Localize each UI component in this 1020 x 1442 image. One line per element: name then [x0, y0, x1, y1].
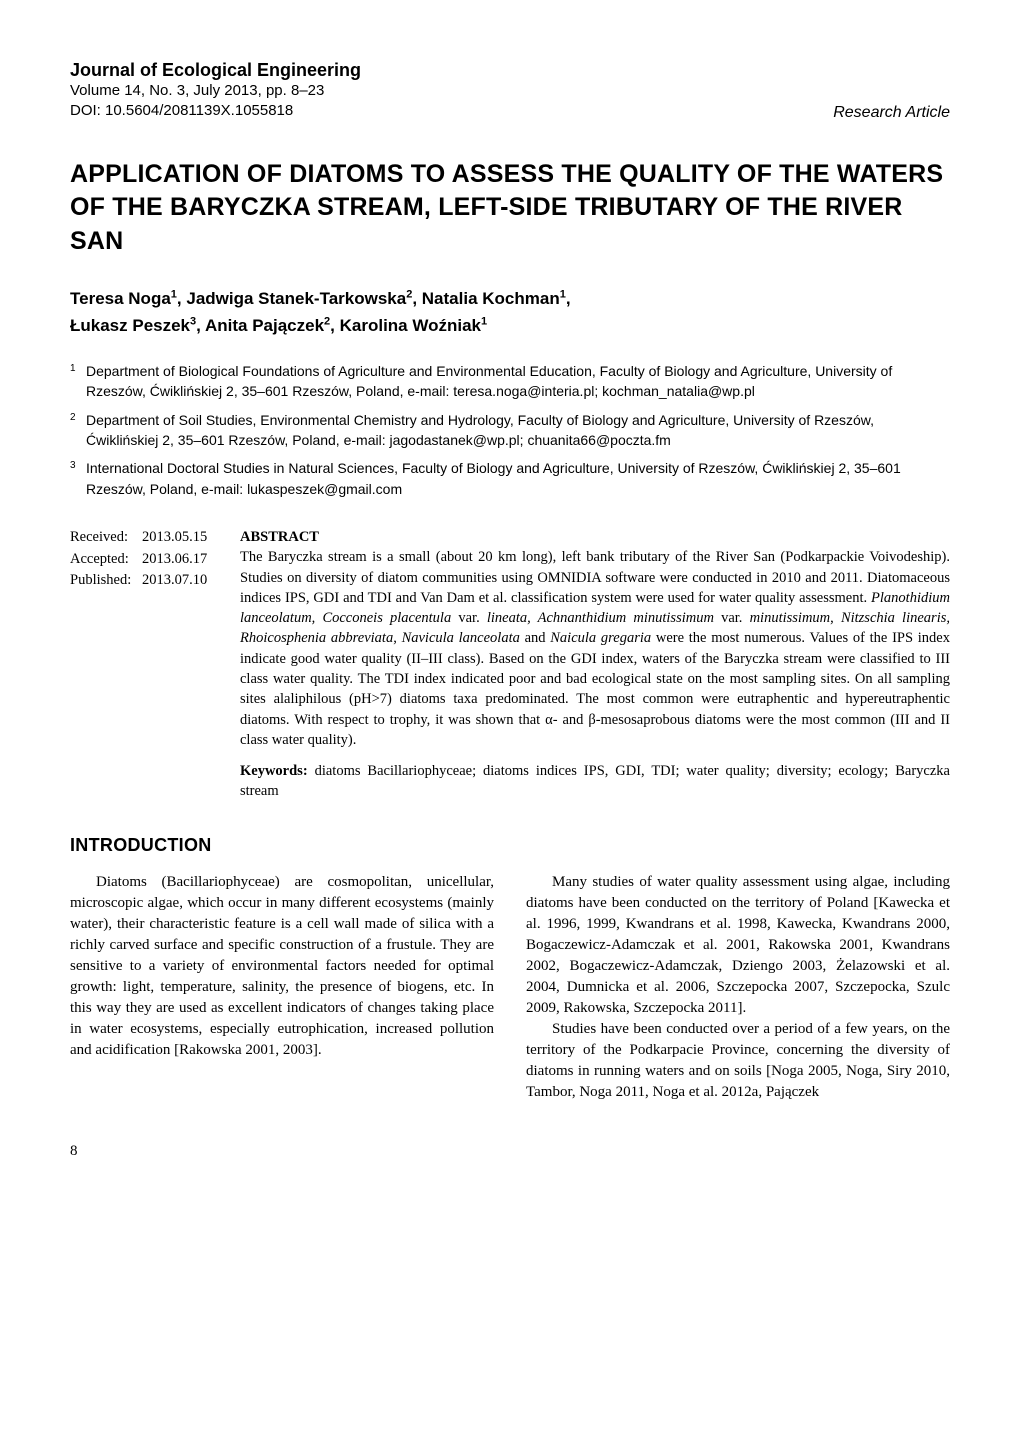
- page-number: 8: [70, 1143, 950, 1160]
- accepted-label: Accepted:: [70, 549, 142, 571]
- intro-paragraph-1: Diatoms (Bacillariophyceae) are cosmopol…: [70, 872, 494, 1061]
- dates-abstract-row: Received: 2013.05.15 Accepted: 2013.06.1…: [70, 527, 950, 813]
- section-heading-introduction: INTRODUCTION: [70, 835, 950, 856]
- keywords-text: diatoms Bacillariophyceae; diatoms indic…: [240, 763, 950, 799]
- author: Natalia Kochman: [422, 289, 560, 308]
- published-date: 2013.07.10: [142, 570, 207, 592]
- authors-line1: Teresa Noga1, Jadwiga Stanek-Tarkowska2,…: [70, 285, 950, 312]
- authors-block: Teresa Noga1, Jadwiga Stanek-Tarkowska2,…: [70, 285, 950, 339]
- journal-name: Journal of Ecological Engineering: [70, 60, 361, 81]
- author: Łukasz Peszek: [70, 316, 190, 335]
- published-label: Published:: [70, 570, 142, 592]
- affiliation-text: Department of Biological Foundations of …: [86, 361, 950, 402]
- received-row: Received: 2013.05.15: [70, 527, 240, 549]
- journal-block: Journal of Ecological Engineering Volume…: [70, 60, 361, 122]
- author: Jadwiga Stanek-Tarkowska: [186, 289, 406, 308]
- published-row: Published: 2013.07.10: [70, 570, 240, 592]
- author: Anita Pajączek: [205, 316, 324, 335]
- article-type: Research Article: [833, 104, 950, 122]
- dates-column: Received: 2013.05.15 Accepted: 2013.06.1…: [70, 527, 240, 813]
- author: Teresa Noga: [70, 289, 171, 308]
- author: Karolina Woźniak: [340, 316, 481, 335]
- author-sup: 2: [406, 288, 412, 300]
- journal-header: Journal of Ecological Engineering Volume…: [70, 60, 950, 122]
- author-sup: 1: [481, 315, 487, 327]
- authors-line2: Łukasz Peszek3, Anita Pajączek2, Karolin…: [70, 312, 950, 339]
- keywords-label: Keywords:: [240, 763, 308, 779]
- received-date: 2013.05.15: [142, 527, 207, 549]
- journal-doi: DOI: 10.5604/2081139X.1055818: [70, 101, 361, 121]
- abstract-body: The Baryczka stream is a small (about 20…: [240, 547, 950, 750]
- title-block: APPLICATION OF DIATOMS TO ASSESS THE QUA…: [70, 158, 950, 259]
- author-sup: 2: [324, 315, 330, 327]
- article-title-line2: OF THE BARYCZKA STREAM, LEFT-SIDE TRIBUT…: [70, 191, 950, 259]
- affiliations: 1 Department of Biological Foundations o…: [70, 361, 950, 499]
- intro-paragraph-3: Studies have been conducted over a perio…: [526, 1019, 950, 1103]
- journal-volume: Volume 14, No. 3, July 2013, pp. 8–23: [70, 81, 361, 101]
- affiliation-num: 1: [70, 361, 86, 402]
- accepted-date: 2013.06.17: [142, 549, 207, 571]
- accepted-row: Accepted: 2013.06.17: [70, 549, 240, 571]
- abstract-column: ABSTRACT The Baryczka stream is a small …: [240, 527, 950, 813]
- body-column-right: Many studies of water quality assessment…: [526, 872, 950, 1103]
- affiliation-text: Department of Soil Studies, Environmenta…: [86, 410, 950, 451]
- affiliation-num: 2: [70, 410, 86, 451]
- affiliation-num: 3: [70, 458, 86, 499]
- body-columns: Diatoms (Bacillariophyceae) are cosmopol…: [70, 872, 950, 1103]
- author-sup: 1: [171, 288, 177, 300]
- affiliation-1: 1 Department of Biological Foundations o…: [70, 361, 950, 402]
- author-sup: 1: [560, 288, 566, 300]
- author-sup: 3: [190, 315, 196, 327]
- body-column-left: Diatoms (Bacillariophyceae) are cosmopol…: [70, 872, 494, 1103]
- abstract-heading: ABSTRACT: [240, 527, 950, 547]
- affiliation-text: International Doctoral Studies in Natura…: [86, 458, 950, 499]
- intro-paragraph-2: Many studies of water quality assessment…: [526, 872, 950, 1019]
- affiliation-3: 3 International Doctoral Studies in Natu…: [70, 458, 950, 499]
- received-label: Received:: [70, 527, 142, 549]
- article-title-line1: APPLICATION OF DIATOMS TO ASSESS THE QUA…: [70, 158, 950, 192]
- abstract-keywords: Keywords: diatoms Bacillariophyceae; dia…: [240, 761, 950, 802]
- affiliation-2: 2 Department of Soil Studies, Environmen…: [70, 410, 950, 451]
